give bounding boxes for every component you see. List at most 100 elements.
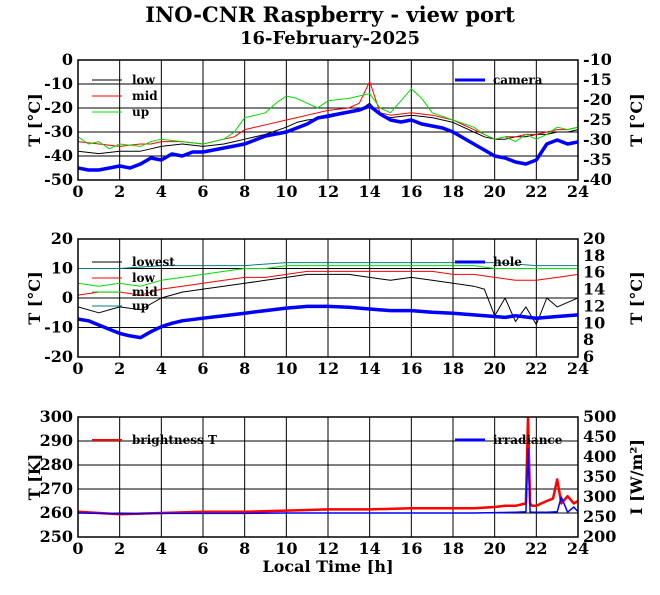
y-tick-label: -50	[44, 170, 73, 189]
x-tick-label: 14	[359, 182, 381, 201]
x-tick-label: 16	[400, 182, 422, 201]
legend-label-low: low	[132, 73, 156, 87]
legend-label-lowest: lowest	[132, 255, 175, 269]
x-tick-label: 20	[484, 539, 506, 558]
y2-tick-label: 14	[583, 280, 605, 299]
y2-axis-label: T [°C]	[627, 271, 646, 324]
legend-label-hole: hole	[493, 255, 522, 269]
x-tick-label: 0	[72, 182, 83, 201]
chart-subtitle: 16-February-2025	[239, 28, 421, 49]
y-tick-label: 280	[40, 455, 73, 474]
x-tick-label: 14	[359, 359, 381, 378]
y-tick-label: 260	[40, 503, 73, 522]
y2-tick-label: 8	[583, 330, 594, 349]
chart-panel-2: 0 2 4 6 8 10 12 14 16 18 20 22 24-20-100102068101214…	[25, 229, 646, 378]
y-tick-label: 20	[51, 229, 73, 248]
series-line-up	[78, 262, 578, 269]
y-axis-label: T [°C]	[25, 271, 44, 324]
x-tick-label: 18	[442, 359, 464, 378]
x-tick-label: 6	[197, 359, 208, 378]
legend-label-up: up	[132, 299, 149, 313]
y2-tick-label: -30	[583, 130, 612, 149]
y2-tick-label: -25	[583, 110, 612, 129]
chart-panel-3: 0 2 4 6 8 10 12 14 16 18 20 22 242502602702802903002…	[25, 407, 646, 576]
x-tick-label: 10	[275, 359, 297, 378]
x-tick-label: 18	[442, 539, 464, 558]
y2-tick-label: -10	[583, 50, 612, 69]
x-tick-label: 16	[400, 359, 422, 378]
x-tick-label: 4	[156, 539, 167, 558]
legend-label-low: low	[132, 271, 156, 285]
y-tick-label: -20	[44, 347, 73, 366]
y-tick-label: 270	[40, 479, 73, 498]
x-tick-label: 0	[72, 359, 83, 378]
y2-tick-label: -40	[583, 170, 612, 189]
chart-panel-1: 0 2 4 6 8 10 12 14 16 18 20 22 24-50-40-30-20-100-40…	[25, 50, 646, 201]
legend-label-irradiance: irradiance	[493, 433, 563, 447]
x-tick-label: 16	[400, 539, 422, 558]
series-line-mid	[78, 265, 578, 287]
x-tick-label: 8	[239, 539, 250, 558]
plot-frame	[77, 59, 579, 181]
x-tick-label: 18	[442, 182, 464, 201]
legend-label-mid: mid	[132, 89, 158, 103]
series-line-hole	[78, 304, 578, 340]
series-line-up	[78, 88, 578, 150]
x-tick-label: 8	[239, 182, 250, 201]
y2-tick-label: 450	[583, 427, 616, 446]
y2-tick-label: 300	[583, 487, 616, 506]
y-tick-label: 290	[40, 431, 73, 450]
y2-tick-label: 18	[583, 246, 605, 265]
x-tick-label: 22	[525, 539, 547, 558]
y2-tick-label: 16	[583, 263, 605, 282]
x-tick-label: 14	[359, 539, 381, 558]
x-tick-label: 8	[239, 359, 250, 378]
legend-label-mid: mid	[132, 285, 158, 299]
y2-tick-label: -15	[583, 70, 612, 89]
y2-tick-label: -35	[583, 150, 612, 169]
series-line-camera	[78, 104, 578, 172]
y-tick-label: 300	[40, 407, 73, 426]
y2-tick-label: 250	[583, 507, 616, 526]
y2-tick-label: 350	[583, 467, 616, 486]
y-tick-label: -10	[44, 74, 73, 93]
chart-title: INO-CNR Raspberry - view port	[145, 2, 515, 27]
legend-label-brightness-T: brightness T	[132, 433, 217, 447]
y2-tick-label: 12	[583, 296, 605, 315]
y-tick-label: -30	[44, 122, 73, 141]
y-tick-label: 10	[51, 259, 73, 278]
y-tick-label: -10	[44, 318, 73, 337]
y2-tick-label: -20	[583, 90, 612, 109]
x-tick-label: 6	[197, 539, 208, 558]
y-axis-label: T [K]	[25, 454, 44, 501]
y-tick-label: 0	[62, 288, 73, 307]
legend-label-up: up	[132, 105, 149, 119]
x-tick-label: 24	[567, 182, 589, 201]
series-line-irradiance	[78, 448, 578, 515]
x-tick-label: 4	[156, 359, 167, 378]
y2-tick-label: 400	[583, 447, 616, 466]
y2-tick-label: 200	[583, 527, 616, 546]
x-tick-label: 20	[484, 359, 506, 378]
y2-axis-label: I [W/m²]	[627, 439, 646, 515]
x-tick-label: 24	[567, 359, 589, 378]
y-tick-label: -40	[44, 146, 73, 165]
x-tick-label: 2	[114, 539, 125, 558]
x-axis-label: Local Time [h]	[262, 557, 393, 576]
x-tick-label: 24	[567, 539, 589, 558]
x-tick-label: 22	[525, 182, 547, 201]
x-tick-label: 6	[197, 182, 208, 201]
x-tick-label: 10	[275, 539, 297, 558]
series-line-low	[78, 270, 578, 296]
x-tick-label: 22	[525, 359, 547, 378]
y-axis-label: T [°C]	[25, 93, 44, 146]
y2-tick-label: 10	[583, 313, 605, 332]
series-line-brightness-T	[78, 417, 578, 516]
x-tick-label: 0	[72, 539, 83, 558]
y-tick-label: -20	[44, 98, 73, 117]
x-tick-label: 2	[114, 182, 125, 201]
x-tick-label: 12	[317, 182, 339, 201]
x-tick-label: 4	[156, 182, 167, 201]
x-tick-label: 12	[317, 359, 339, 378]
